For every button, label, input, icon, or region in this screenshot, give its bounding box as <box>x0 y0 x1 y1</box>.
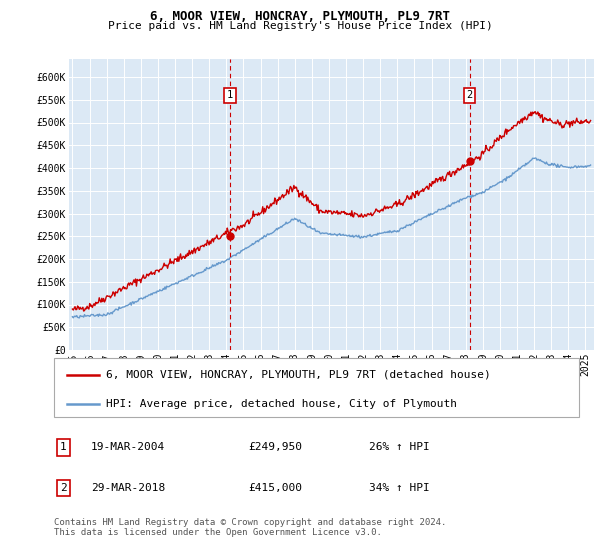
Text: £249,950: £249,950 <box>248 442 302 452</box>
Text: 1: 1 <box>60 442 67 452</box>
Text: 2: 2 <box>60 483 67 493</box>
Text: 6, MOOR VIEW, HONCRAY, PLYMOUTH, PL9 7RT: 6, MOOR VIEW, HONCRAY, PLYMOUTH, PL9 7RT <box>150 10 450 23</box>
Text: 29-MAR-2018: 29-MAR-2018 <box>91 483 165 493</box>
Text: 2: 2 <box>467 90 473 100</box>
Text: Price paid vs. HM Land Registry's House Price Index (HPI): Price paid vs. HM Land Registry's House … <box>107 21 493 31</box>
Text: 19-MAR-2004: 19-MAR-2004 <box>91 442 165 452</box>
Text: £415,000: £415,000 <box>248 483 302 493</box>
Text: 26% ↑ HPI: 26% ↑ HPI <box>369 442 430 452</box>
Text: Contains HM Land Registry data © Crown copyright and database right 2024.
This d: Contains HM Land Registry data © Crown c… <box>54 518 446 538</box>
Text: 1: 1 <box>227 90 233 100</box>
Text: HPI: Average price, detached house, City of Plymouth: HPI: Average price, detached house, City… <box>107 399 458 409</box>
FancyBboxPatch shape <box>54 358 579 417</box>
Text: 6, MOOR VIEW, HONCRAY, PLYMOUTH, PL9 7RT (detached house): 6, MOOR VIEW, HONCRAY, PLYMOUTH, PL9 7RT… <box>107 370 491 380</box>
Text: 34% ↑ HPI: 34% ↑ HPI <box>369 483 430 493</box>
